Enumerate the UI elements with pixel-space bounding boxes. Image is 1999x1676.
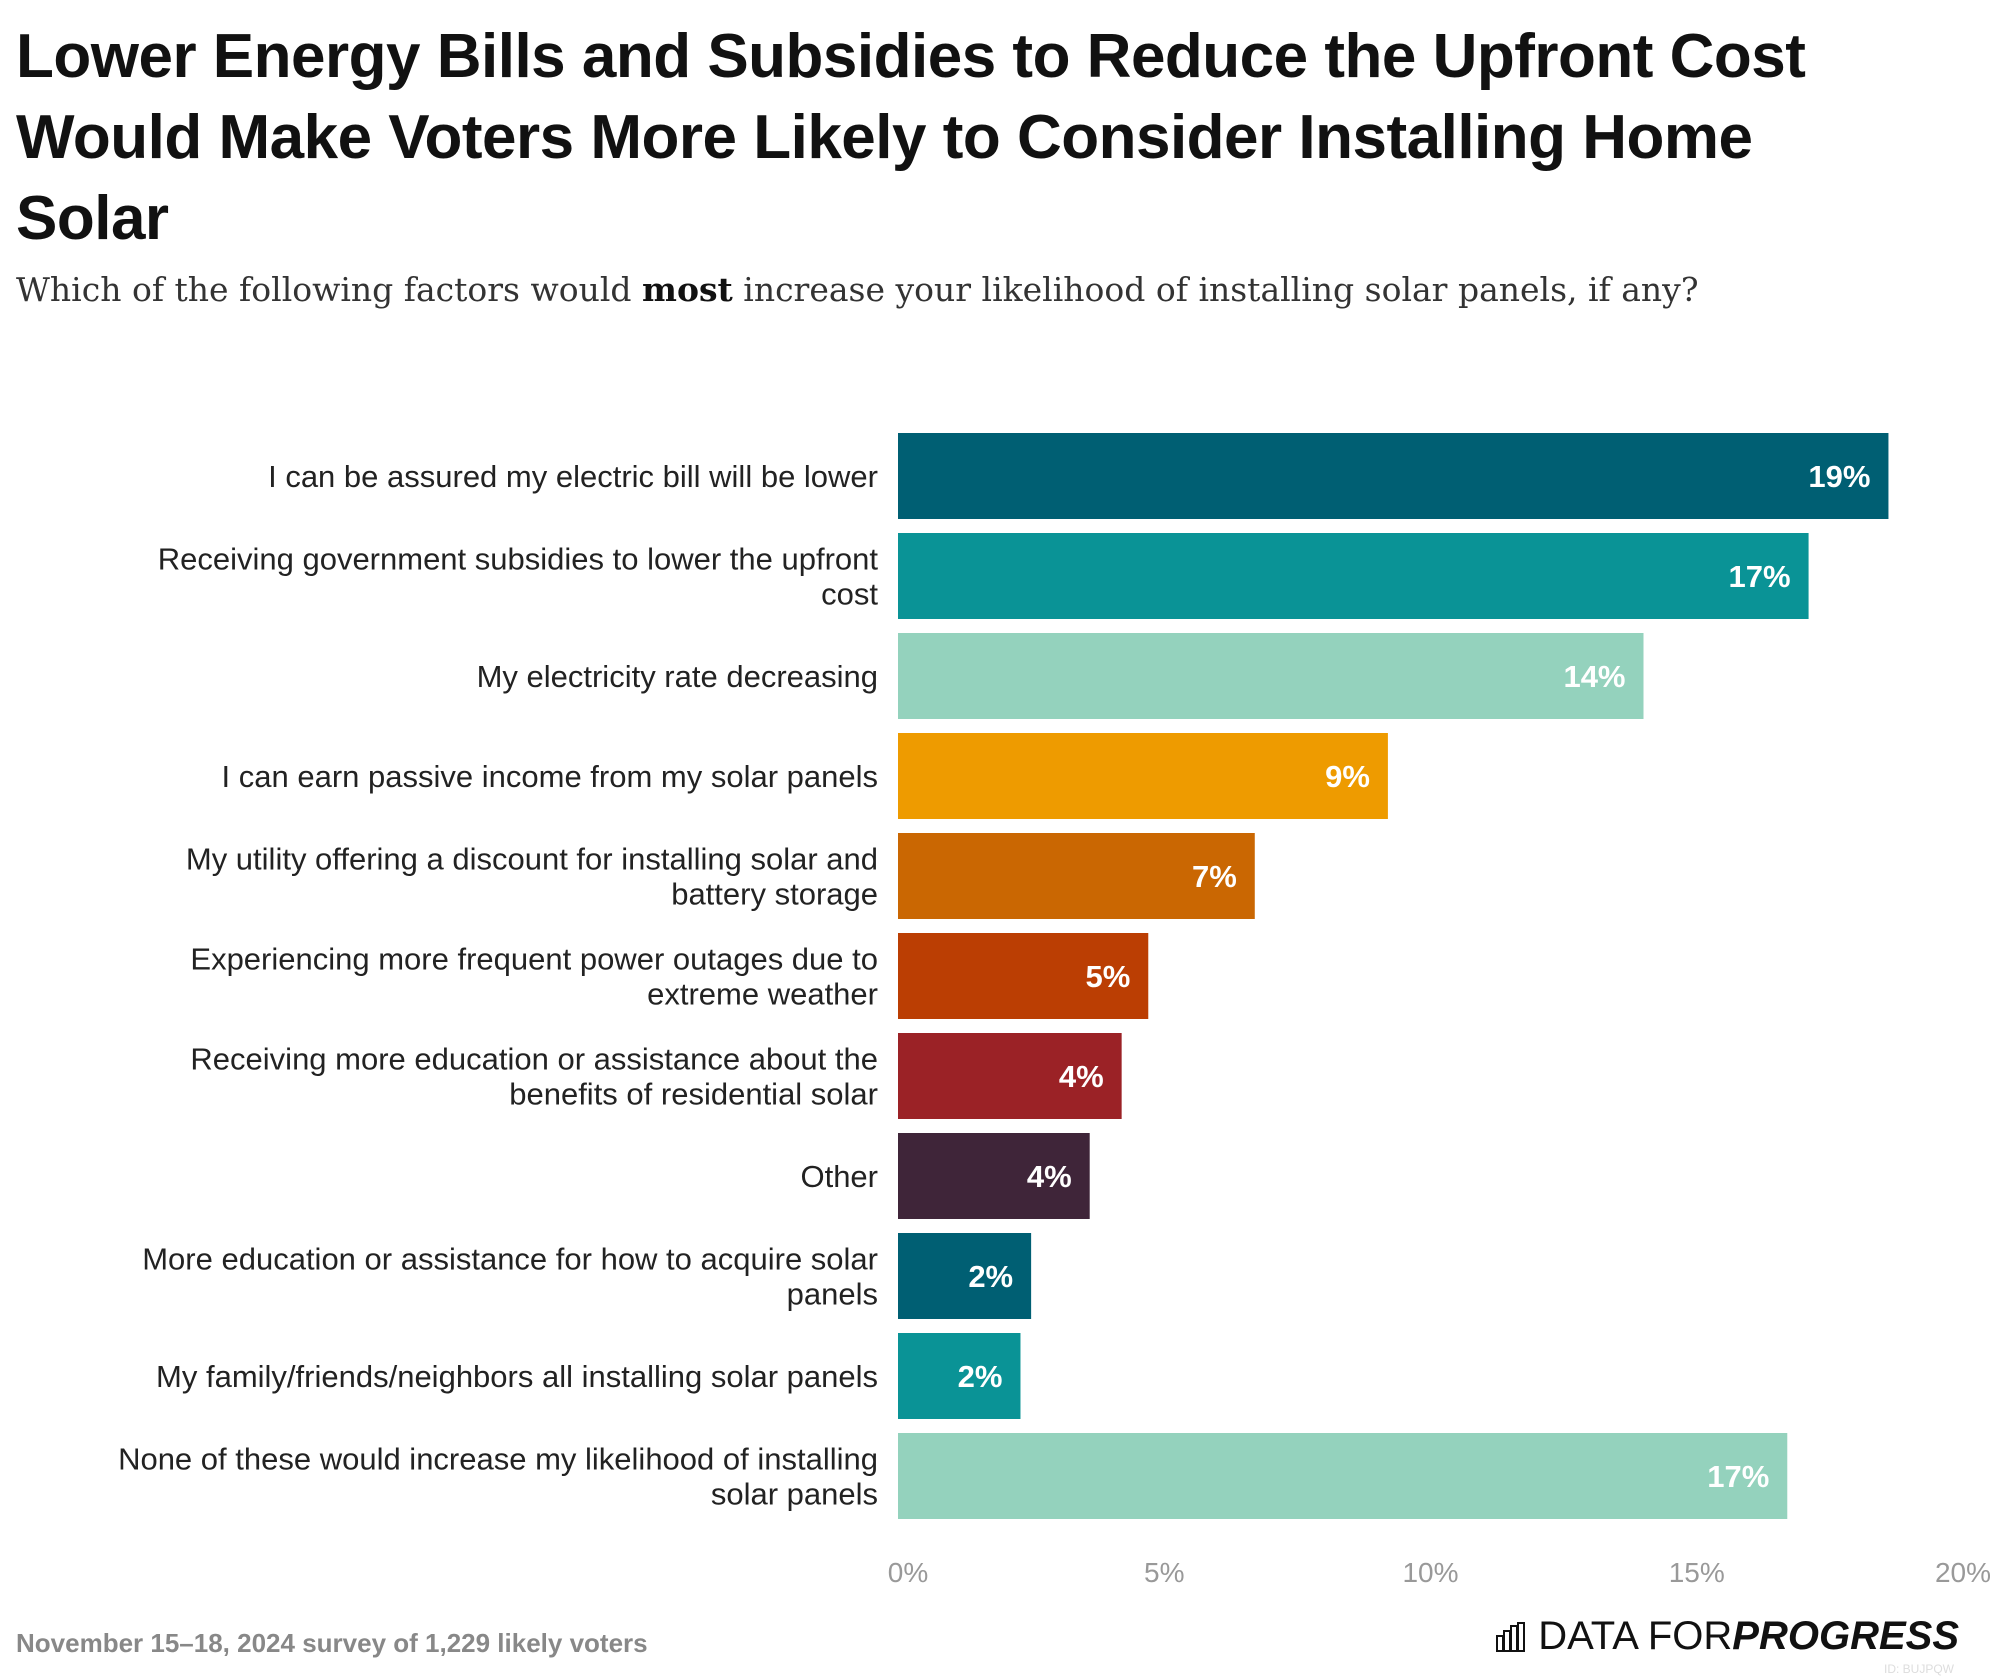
x-tick-label: 15% — [1669, 1557, 1725, 1588]
category-label: solar panels — [711, 1477, 878, 1512]
bar — [898, 933, 1149, 1019]
x-tick-label: 0% — [888, 1557, 928, 1588]
bar — [898, 833, 1255, 919]
x-tick-label: 5% — [1144, 1557, 1184, 1588]
bar — [898, 1133, 1090, 1219]
bar — [898, 633, 1644, 719]
chart-subtitle: Which of the following factors would mos… — [16, 270, 1699, 309]
data-label: 4% — [1059, 1059, 1104, 1094]
bar-chart: 19% I can be assured my electric bill wil… — [118, 433, 1991, 1588]
bar — [898, 1033, 1122, 1119]
data-label: 14% — [1563, 659, 1625, 694]
category-label: cost — [821, 577, 878, 612]
category-label: I can be assured my electric bill will b… — [268, 459, 878, 494]
subtitle-bold: most — [642, 270, 733, 309]
subtitle-text: Which of the following factors would — [16, 270, 643, 309]
data-label: 2% — [958, 1359, 1003, 1394]
data-label: 4% — [1027, 1159, 1072, 1194]
logo: DATA FOR PROGRESS — [1496, 1614, 1959, 1659]
category-label: battery storage — [671, 877, 878, 912]
category-label: More education or assistance for how to … — [142, 1242, 878, 1277]
data-label: 5% — [1085, 959, 1130, 994]
data-label: 19% — [1808, 459, 1870, 494]
category-label: extreme weather — [647, 977, 878, 1012]
category-label: Receiving government subsidies to lower … — [158, 542, 879, 577]
bar — [898, 533, 1809, 619]
data-label: 17% — [1707, 1459, 1769, 1494]
category-label: None of these would increase my likeliho… — [118, 1442, 878, 1477]
subtitle-text-end: increase your likelihood of installing s… — [732, 270, 1699, 309]
bar-chart-icon — [1496, 1621, 1526, 1652]
survey-note: November 15–18, 2024 survey of 1,229 lik… — [16, 1628, 648, 1658]
category-label: benefits of residential solar — [509, 1077, 878, 1112]
bar — [898, 1433, 1788, 1519]
bar — [898, 433, 1889, 519]
category-label: My family/friends/neighbors all installi… — [156, 1359, 878, 1394]
x-tick-label: 20% — [1935, 1557, 1991, 1588]
category-label: Other — [800, 1159, 878, 1194]
category-label: Experiencing more frequent power outages… — [190, 942, 878, 977]
category-label: My electricity rate decreasing — [477, 659, 878, 694]
bar — [898, 1233, 1032, 1319]
category-label: panels — [787, 1277, 878, 1312]
data-label: 7% — [1192, 859, 1237, 894]
data-label: 17% — [1729, 559, 1791, 594]
category-label: My utility offering a discount for insta… — [186, 842, 878, 877]
category-label: I can earn passive income from my solar … — [222, 759, 878, 794]
category-label: Receiving more education or assistance a… — [190, 1042, 878, 1077]
data-label: 9% — [1325, 759, 1370, 794]
chart-title: Lower Energy Bills and Subsidies to Redu… — [16, 22, 1806, 253]
chart-id: ID: BUJPQW — [1883, 1662, 1954, 1676]
bar — [898, 1333, 1021, 1419]
logo-text-bold: PROGRESS — [1732, 1614, 1959, 1658]
x-tick-label: 10% — [1402, 1557, 1458, 1588]
data-label: 2% — [968, 1259, 1013, 1294]
logo-text-light: DATA FOR — [1538, 1614, 1733, 1658]
bar — [898, 733, 1388, 819]
